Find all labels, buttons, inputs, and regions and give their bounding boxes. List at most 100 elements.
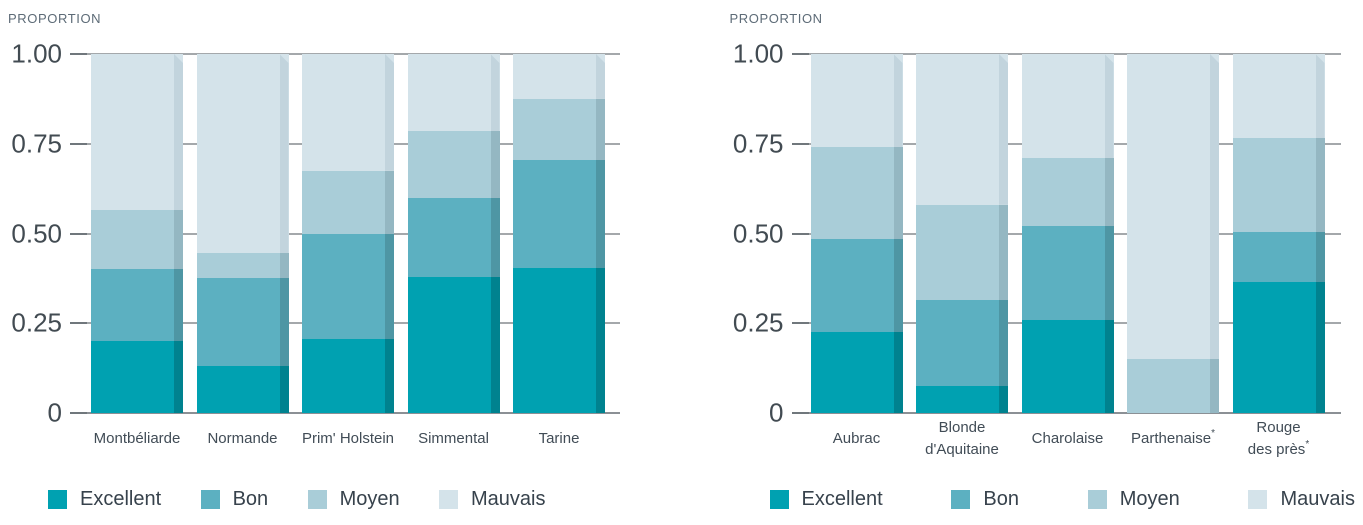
y-tick-label-1.00: 1.00 bbox=[11, 38, 62, 69]
y-tick-label-0: 0 bbox=[769, 397, 784, 428]
gridline-0.50 bbox=[70, 232, 620, 235]
bar-segment-edge-excellent bbox=[385, 339, 394, 413]
bar-segment-moyen bbox=[1232, 138, 1325, 232]
legend-label-bon: Bon bbox=[983, 487, 1019, 510]
bar-segment-mauvais bbox=[1232, 54, 1325, 139]
tick-mark-1.00 bbox=[70, 53, 87, 55]
legend-item-bon: Bon bbox=[200, 488, 268, 511]
x-label-Simmental: Simmental bbox=[399, 413, 509, 465]
x-axis-row: Montbéliarde Normande Prim' Holstein Simmen… bbox=[8, 413, 638, 465]
x-label-line: Tarine bbox=[538, 429, 580, 447]
legend-item-excellent: Excellent bbox=[769, 488, 883, 511]
y-tick-label-0.75: 0.75 bbox=[11, 128, 62, 159]
legend-item-excellent: Excellent bbox=[48, 488, 161, 511]
bar-segment-excellent bbox=[1232, 281, 1325, 413]
legend-item-mauvais: Mauvais bbox=[439, 488, 545, 511]
bar-segment-mauvais bbox=[916, 54, 1008, 205]
gridline-1.00 bbox=[70, 53, 620, 55]
y-tick-label-0.75: 0.75 bbox=[732, 128, 784, 159]
bar-segment-moyen bbox=[407, 131, 500, 198]
legend-swatch-excellent bbox=[48, 489, 67, 509]
legend-item-moyen: Moyen bbox=[1087, 488, 1180, 511]
x-axis-row: Aubrac Blonde d'Aquitaine Charolaise Parthen… bbox=[730, 413, 1360, 465]
chart-beef-breeds: PROPORTION 1.00 0.75 0.50 0.25 0 Aubrac Blond… bbox=[730, 8, 1360, 515]
bar-segment-bon bbox=[196, 278, 289, 367]
y-tick-label-0.25: 0.25 bbox=[732, 307, 784, 338]
x-label-Montbéliarde: Montbéliarde bbox=[82, 413, 192, 465]
bar-segment-edge-mauvais bbox=[999, 54, 1008, 205]
bar-segment-edge-bon bbox=[893, 238, 903, 333]
legend-swatch-mauvais bbox=[439, 489, 458, 509]
x-label-line: Normande bbox=[207, 429, 278, 447]
bar-segment-edge-mauvais bbox=[490, 54, 500, 132]
bar-segment-bon bbox=[916, 299, 1008, 387]
bar-segment-mauvais bbox=[810, 54, 903, 148]
legend-item-mauvais: Mauvais bbox=[1248, 488, 1355, 511]
bar-segment-edge-bon bbox=[596, 159, 605, 268]
x-label-line: Blonde bbox=[938, 418, 986, 436]
bar-Montbéliarde bbox=[91, 54, 183, 413]
bar-segment-mauvais bbox=[91, 54, 183, 211]
x-label-line: des près* bbox=[1247, 439, 1310, 459]
bar-segment-bon bbox=[1232, 231, 1325, 282]
x-label-Rouge des près*: Rouge des près* bbox=[1224, 413, 1334, 465]
y-tick-label-1.00: 1.00 bbox=[732, 38, 784, 69]
bar-segment-edge-excellent bbox=[279, 366, 289, 413]
tick-mark-0.25 bbox=[791, 322, 809, 325]
bar-segment-bon bbox=[810, 238, 903, 333]
bar-Normande bbox=[196, 54, 289, 413]
bar-segment-edge-moyen bbox=[893, 147, 903, 239]
plot-wrap: 1.00 0.75 0.50 0.25 0 bbox=[8, 39, 638, 428]
bar-segment-edge-mauvais bbox=[1104, 54, 1114, 159]
x-label-line: Rouge bbox=[1256, 418, 1301, 436]
bar-segment-excellent bbox=[302, 339, 394, 413]
x-label-Tarine: Tarine bbox=[504, 413, 614, 465]
chart-dairy-breeds: PROPORTION 1.00 0.75 0.50 0.25 0 Montbéliard… bbox=[8, 8, 638, 515]
bar-segment-edge-excellent bbox=[596, 267, 605, 413]
gridline-1.00 bbox=[791, 53, 1341, 55]
bar-segment-edge-bon bbox=[1104, 226, 1114, 320]
x-label-line: Charolaise bbox=[1031, 429, 1104, 447]
x-label-Normande: Normande bbox=[188, 413, 298, 465]
bar-segment-edge-excellent bbox=[174, 341, 183, 413]
bar-segment-edge-excellent bbox=[1104, 319, 1114, 413]
bar-segment-mauvais bbox=[1127, 54, 1219, 360]
bar-segment-edge-mauvais bbox=[279, 54, 289, 254]
bar-segment-mauvais bbox=[196, 54, 289, 254]
bar-Simmental bbox=[407, 54, 500, 413]
y-tick-label-0.50: 0.50 bbox=[732, 218, 784, 248]
bar-segment-edge-bon bbox=[490, 197, 500, 277]
y-tick-label-0: 0 bbox=[47, 397, 62, 428]
bar-segment-excellent bbox=[810, 332, 903, 413]
tick-mark-0.50 bbox=[791, 232, 809, 235]
bar-segment-bon bbox=[513, 159, 605, 268]
bar-segment-excellent bbox=[1021, 319, 1114, 413]
legend-item-bon: Bon bbox=[951, 488, 1019, 511]
legend-label-moyen: Moyen bbox=[339, 487, 400, 510]
bar-segment-edge-bon bbox=[999, 299, 1008, 387]
x-label-line: Aubrac bbox=[832, 429, 881, 447]
x-axis-labels: Aubrac Blonde d'Aquitaine Charolaise Parthen… bbox=[792, 413, 1342, 465]
bar-Prim' Holstein bbox=[302, 54, 394, 413]
tick-mark-0.75 bbox=[70, 142, 87, 145]
bar-segment-moyen bbox=[1021, 158, 1114, 227]
bar-segment-moyen bbox=[810, 147, 903, 239]
bar-segment-excellent bbox=[407, 276, 500, 413]
tick-mark-0.25 bbox=[70, 322, 87, 325]
legend-swatch-excellent bbox=[769, 489, 789, 509]
y-axis-tick-labels: 1.00 0.75 0.50 0.25 0 bbox=[8, 39, 70, 428]
x-label-line: Montbéliarde bbox=[93, 429, 181, 447]
bar-segment-edge-moyen bbox=[174, 210, 183, 270]
x-label-Prim' Holstein: Prim' Holstein bbox=[293, 413, 403, 465]
bar-segment-edge-mauvais bbox=[596, 54, 605, 99]
legend-label-mauvais: Mauvais bbox=[471, 487, 546, 510]
y-tick-label-0.50: 0.50 bbox=[11, 218, 62, 248]
tick-mark-0.75 bbox=[791, 142, 809, 145]
bar-segment-bon bbox=[407, 197, 500, 277]
legend-swatch-moyen bbox=[1087, 489, 1107, 509]
bar-segment-mauvais bbox=[302, 54, 394, 171]
legend-item-moyen: Moyen bbox=[307, 487, 400, 511]
bar-segment-edge-bon bbox=[385, 233, 394, 340]
legend: Excellent Bon Moyen Mauvais bbox=[730, 483, 1360, 515]
bar-segment-moyen bbox=[196, 253, 289, 279]
